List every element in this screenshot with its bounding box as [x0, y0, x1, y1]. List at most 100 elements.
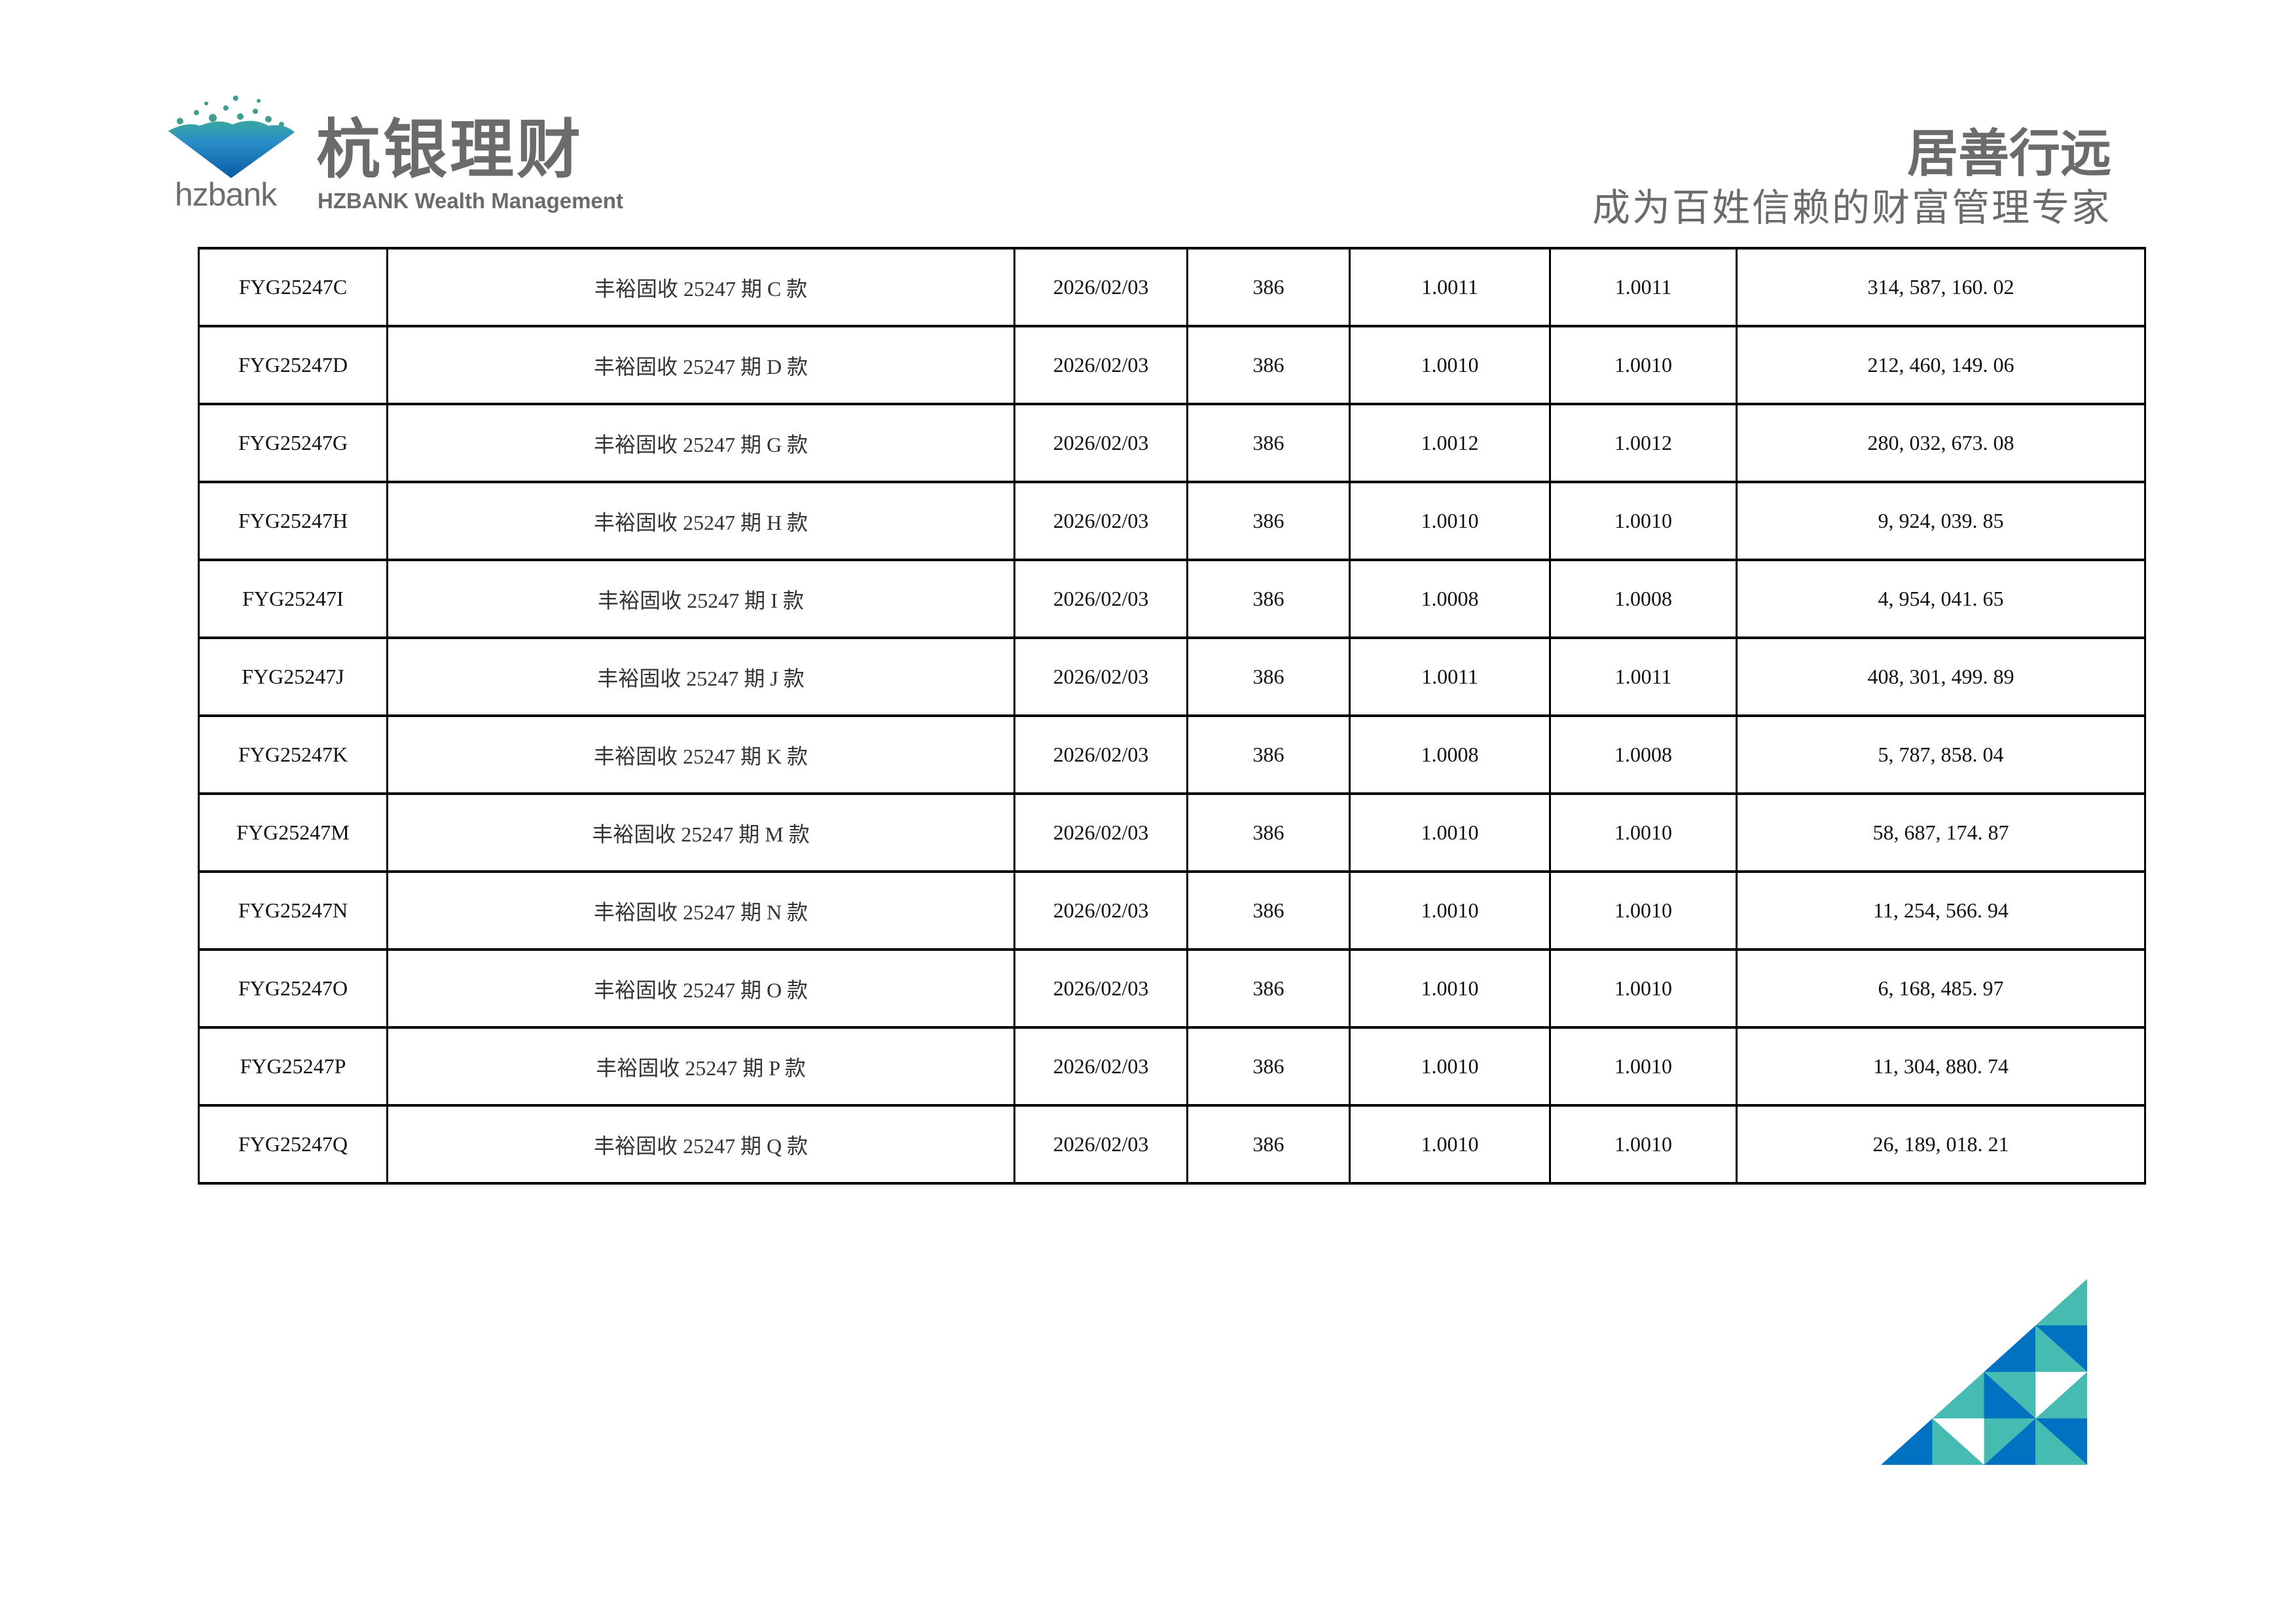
- product-name-cell: 丰裕固收 25247 期 K 款: [386, 714, 1015, 795]
- hzbank-wordmark: hzbank: [175, 176, 277, 213]
- product-name-cell: 丰裕固收 25247 期 H 款: [386, 481, 1015, 561]
- table-row: FYG25247C 丰裕固收 25247 期 C 款 2026/02/03 386 1.…: [198, 247, 2146, 327]
- cumulative-nav-cell: 1.0010: [1549, 948, 1738, 1029]
- days-cell: 386: [1186, 403, 1351, 483]
- product-code-cell: FYG25247M: [198, 792, 388, 873]
- date-cell: 2026/02/03: [1013, 247, 1188, 327]
- product-name-cell: 丰裕固收 25247 期 I 款: [386, 559, 1015, 639]
- product-code-cell: FYG25247I: [198, 559, 388, 639]
- unit-nav-cell: 1.0008: [1349, 559, 1551, 639]
- triangle-shape: [2035, 1418, 2087, 1465]
- days-cell: 386: [1186, 870, 1351, 951]
- decorative-triangle-pattern: [1881, 1279, 2087, 1465]
- days-cell: 386: [1186, 1104, 1351, 1185]
- company-name-en: HZBANK Wealth Management: [318, 189, 623, 213]
- date-cell: 2026/02/03: [1013, 559, 1188, 639]
- cumulative-nav-cell: 1.0008: [1549, 714, 1738, 795]
- cumulative-nav-cell: 1.0010: [1549, 792, 1738, 873]
- table-row: FYG25247N 丰裕固收 25247 期 N 款 2026/02/03 386 1.…: [198, 870, 2146, 951]
- triangle-shape: [1932, 1418, 1984, 1465]
- tagline: 成为百姓信赖的财富管理专家: [1592, 185, 2111, 230]
- triangle-shape: [1984, 1418, 2036, 1465]
- total-amount-cell: 11, 254, 566. 94: [1736, 870, 2146, 951]
- table-row: FYG25247D 丰裕固收 25247 期 D 款 2026/02/03 386 1.…: [198, 325, 2146, 405]
- product-nav-table: FYG25247C 丰裕固收 25247 期 C 款 2026/02/03 386 1.…: [198, 247, 2146, 1185]
- cumulative-nav-cell: 1.0008: [1549, 559, 1738, 639]
- total-amount-cell: 408, 301, 499. 89: [1736, 637, 2146, 717]
- table-row: FYG25247J 丰裕固收 25247 期 J 款 2026/02/03 386 1.…: [198, 637, 2146, 717]
- product-code-cell: FYG25247N: [198, 870, 388, 951]
- product-name-cell: 丰裕固收 25247 期 C 款: [386, 247, 1015, 327]
- company-logo: hzbank 杭银理财 HZBANK Wealth Management: [160, 92, 623, 223]
- product-code-cell: FYG25247D: [198, 325, 388, 405]
- product-code-cell: FYG25247K: [198, 714, 388, 795]
- unit-nav-cell: 1.0012: [1349, 403, 1551, 483]
- days-cell: 386: [1186, 792, 1351, 873]
- unit-nav-cell: 1.0010: [1349, 1104, 1551, 1185]
- table-row: FYG25247M 丰裕固收 25247 期 M 款 2026/02/03 386 1.…: [198, 792, 2146, 873]
- days-cell: 386: [1186, 948, 1351, 1029]
- cumulative-nav-cell: 1.0010: [1549, 1026, 1738, 1107]
- total-amount-cell: 4, 954, 041. 65: [1736, 559, 2146, 639]
- triangle-shape: [1932, 1372, 1984, 1418]
- days-cell: 386: [1186, 1026, 1351, 1107]
- total-amount-cell: 11, 304, 880. 74: [1736, 1026, 2146, 1107]
- table-row: FYG25247P 丰裕固收 25247 期 P 款 2026/02/03 386 1.…: [198, 1026, 2146, 1107]
- triangle-shape: [2035, 1279, 2087, 1325]
- date-cell: 2026/02/03: [1013, 325, 1188, 405]
- unit-nav-cell: 1.0010: [1349, 792, 1551, 873]
- product-name-cell: 丰裕固收 25247 期 M 款: [386, 792, 1015, 873]
- slogan: 居善行远: [1906, 124, 2111, 183]
- date-cell: 2026/02/03: [1013, 637, 1188, 717]
- total-amount-cell: 9, 924, 039. 85: [1736, 481, 2146, 561]
- table-row: FYG25247H 丰裕固收 25247 期 H 款 2026/02/03 386 1.…: [198, 481, 2146, 561]
- unit-nav-cell: 1.0010: [1349, 325, 1551, 405]
- product-name-cell: 丰裕固收 25247 期 P 款: [386, 1026, 1015, 1107]
- unit-nav-cell: 1.0011: [1349, 247, 1551, 327]
- total-amount-cell: 58, 687, 174. 87: [1736, 792, 2146, 873]
- date-cell: 2026/02/03: [1013, 403, 1188, 483]
- days-cell: 386: [1186, 325, 1351, 405]
- triangle-shape: [2035, 1372, 2087, 1418]
- date-cell: 2026/02/03: [1013, 1104, 1188, 1185]
- product-code-cell: FYG25247G: [198, 403, 388, 483]
- cumulative-nav-cell: 1.0010: [1549, 481, 1738, 561]
- table-row: FYG25247Q 丰裕固收 25247 期 Q 款 2026/02/03 386 1.…: [198, 1104, 2146, 1185]
- triangle-shape: [1984, 1372, 2036, 1418]
- unit-nav-cell: 1.0010: [1349, 1026, 1551, 1107]
- cumulative-nav-cell: 1.0011: [1549, 637, 1738, 717]
- days-cell: 386: [1186, 481, 1351, 561]
- diamond-logo-icon: [168, 96, 295, 178]
- date-cell: 2026/02/03: [1013, 714, 1188, 795]
- unit-nav-cell: 1.0010: [1349, 948, 1551, 1029]
- days-cell: 386: [1186, 637, 1351, 717]
- days-cell: 386: [1186, 247, 1351, 327]
- product-code-cell: FYG25247C: [198, 247, 388, 327]
- date-cell: 2026/02/03: [1013, 948, 1188, 1029]
- table-row: FYG25247K 丰裕固收 25247 期 K 款 2026/02/03 386 1.…: [198, 714, 2146, 795]
- product-code-cell: FYG25247Q: [198, 1104, 388, 1185]
- cumulative-nav-cell: 1.0012: [1549, 403, 1738, 483]
- product-code-cell: FYG25247H: [198, 481, 388, 561]
- product-name-cell: 丰裕固收 25247 期 D 款: [386, 325, 1015, 405]
- table-row: FYG25247G 丰裕固收 25247 期 G 款 2026/02/03 386 1.…: [198, 403, 2146, 483]
- triangle-shape: [2035, 1325, 2087, 1372]
- cumulative-nav-cell: 1.0010: [1549, 1104, 1738, 1185]
- total-amount-cell: 6, 168, 485. 97: [1736, 948, 2146, 1029]
- triangle-shape: [1881, 1418, 1933, 1465]
- table-row: FYG25247O 丰裕固收 25247 期 O 款 2026/02/03 386 1.…: [198, 948, 2146, 1029]
- table-row: FYG25247I 丰裕固收 25247 期 I 款 2026/02/03 386 1.…: [198, 559, 2146, 639]
- date-cell: 2026/02/03: [1013, 1026, 1188, 1107]
- unit-nav-cell: 1.0010: [1349, 870, 1551, 951]
- product-name-cell: 丰裕固收 25247 期 N 款: [386, 870, 1015, 951]
- days-cell: 386: [1186, 559, 1351, 639]
- product-name-cell: 丰裕固收 25247 期 Q 款: [386, 1104, 1015, 1185]
- cumulative-nav-cell: 1.0010: [1549, 870, 1738, 951]
- product-code-cell: FYG25247P: [198, 1026, 388, 1107]
- total-amount-cell: 5, 787, 858. 04: [1736, 714, 2146, 795]
- product-name-cell: 丰裕固收 25247 期 G 款: [386, 403, 1015, 483]
- product-name-cell: 丰裕固收 25247 期 J 款: [386, 637, 1015, 717]
- total-amount-cell: 26, 189, 018. 21: [1736, 1104, 2146, 1185]
- date-cell: 2026/02/03: [1013, 481, 1188, 561]
- company-name-cn: 杭银理财: [316, 113, 584, 187]
